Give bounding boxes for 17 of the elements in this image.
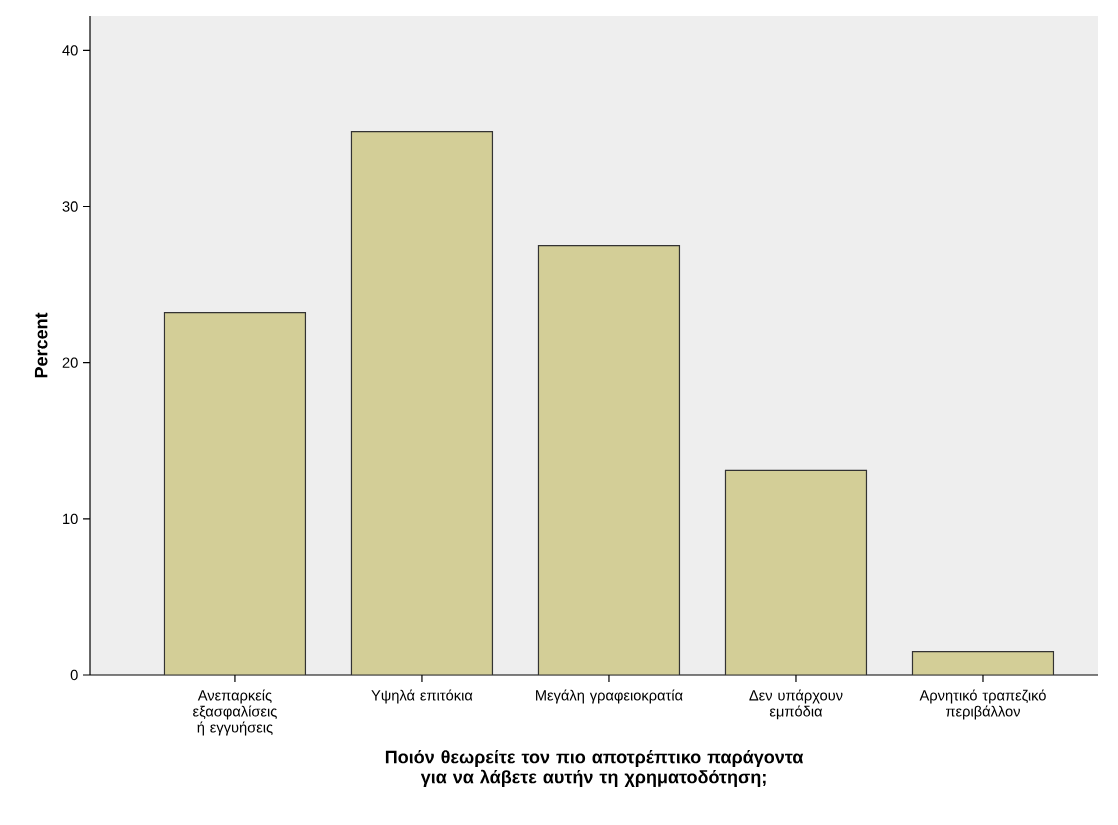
y-tick-label: 10 — [63, 513, 78, 525]
bar — [724, 469, 868, 675]
bar — [537, 244, 681, 675]
y-tick-label: 40 — [62, 45, 78, 56]
bar — [911, 650, 1055, 675]
x-tick-label: Δεν υπάρχουν εμπόδια — [749, 689, 843, 720]
bar — [163, 312, 307, 675]
y-axis-title: Percent — [34, 312, 48, 378]
x-tick-label: Υψηλά επιτόκια — [371, 689, 473, 704]
x-tick-label: Μεγάλη γραφειοκρατία — [536, 689, 683, 704]
y-tick-label: 20 — [62, 357, 78, 368]
x-tick-label: Ανεπαρκείς εξασφαλίσεις ή εγγυήσεις — [193, 689, 277, 736]
y-tick-label: 0 — [70, 669, 78, 681]
x-axis-title: Ποιόν θεωρείτε τον πιο αποτρέπτικο παράγοντα για να λάβετε αυτήν τη χρηματοδότηση; — [385, 749, 804, 787]
y-tick-label: 30 — [62, 201, 78, 212]
x-tick-label: Αρνητικό τραπεζικό περιβάλλον — [919, 689, 1046, 720]
bar — [350, 130, 494, 675]
